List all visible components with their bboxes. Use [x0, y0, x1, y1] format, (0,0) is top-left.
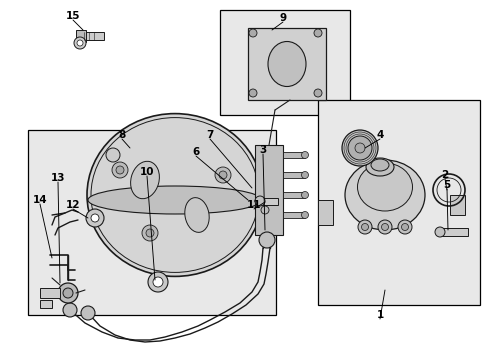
Circle shape: [254, 196, 264, 206]
Circle shape: [219, 171, 226, 179]
Circle shape: [381, 224, 387, 230]
Circle shape: [301, 192, 308, 198]
Bar: [260, 198, 278, 205]
Bar: [317, 100, 479, 305]
Circle shape: [91, 214, 99, 222]
Circle shape: [86, 209, 104, 227]
Circle shape: [347, 136, 371, 160]
Bar: [247, 28, 325, 100]
Circle shape: [146, 229, 154, 237]
Ellipse shape: [357, 163, 412, 211]
Circle shape: [142, 225, 158, 241]
Circle shape: [354, 143, 364, 153]
Circle shape: [401, 224, 407, 230]
Bar: [40, 300, 52, 308]
Bar: [220, 10, 349, 115]
Circle shape: [361, 224, 368, 230]
Circle shape: [116, 166, 124, 174]
Text: 2: 2: [441, 170, 447, 180]
Circle shape: [248, 29, 257, 37]
Text: 13: 13: [51, 173, 65, 183]
Circle shape: [377, 220, 391, 234]
Circle shape: [63, 303, 77, 317]
Bar: [283, 152, 305, 158]
Text: 10: 10: [140, 167, 154, 177]
Text: 9: 9: [279, 13, 286, 23]
Ellipse shape: [87, 114, 263, 276]
Circle shape: [148, 272, 168, 292]
Text: 4: 4: [376, 130, 383, 140]
Circle shape: [261, 206, 268, 214]
Bar: [28, 130, 275, 315]
Bar: [449, 195, 464, 215]
Text: 5: 5: [443, 180, 450, 190]
Circle shape: [434, 227, 444, 237]
Ellipse shape: [130, 161, 159, 199]
Circle shape: [357, 220, 371, 234]
Text: 7: 7: [206, 130, 213, 140]
Circle shape: [215, 167, 230, 183]
Bar: [283, 212, 305, 218]
Text: 15: 15: [65, 11, 80, 21]
Bar: [254, 145, 283, 235]
Text: 3: 3: [259, 145, 266, 155]
Bar: [439, 228, 467, 236]
Circle shape: [74, 37, 86, 49]
Ellipse shape: [267, 41, 305, 86]
Circle shape: [112, 162, 128, 178]
Circle shape: [313, 89, 321, 97]
Bar: [317, 200, 332, 225]
Circle shape: [341, 130, 377, 166]
Bar: [283, 192, 305, 198]
Circle shape: [63, 288, 73, 298]
Ellipse shape: [345, 160, 424, 230]
Bar: [283, 172, 305, 178]
Ellipse shape: [88, 186, 262, 214]
Text: 12: 12: [65, 200, 80, 210]
Circle shape: [301, 171, 308, 179]
Circle shape: [301, 152, 308, 158]
Text: 14: 14: [33, 195, 47, 205]
Ellipse shape: [184, 198, 209, 232]
Text: 6: 6: [192, 147, 199, 157]
Circle shape: [106, 148, 120, 162]
Circle shape: [77, 40, 83, 46]
Circle shape: [153, 277, 163, 287]
Text: 8: 8: [118, 130, 125, 140]
Bar: [76, 30, 86, 42]
Circle shape: [259, 232, 274, 248]
Text: 1: 1: [376, 310, 383, 320]
Circle shape: [313, 29, 321, 37]
Circle shape: [58, 283, 78, 303]
Circle shape: [81, 306, 95, 320]
Ellipse shape: [370, 159, 388, 171]
Bar: [82, 32, 104, 40]
Ellipse shape: [365, 158, 393, 176]
Circle shape: [397, 220, 411, 234]
Circle shape: [301, 212, 308, 219]
Circle shape: [248, 89, 257, 97]
Bar: [40, 288, 60, 298]
Text: 11: 11: [246, 200, 261, 210]
